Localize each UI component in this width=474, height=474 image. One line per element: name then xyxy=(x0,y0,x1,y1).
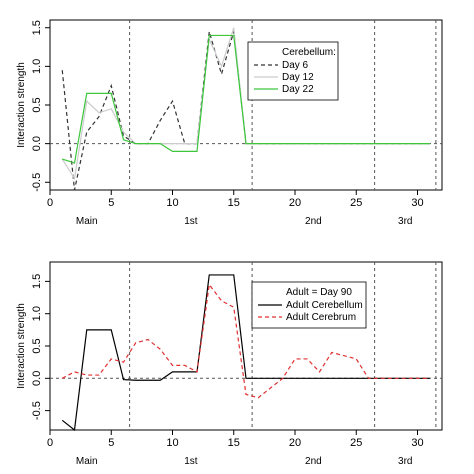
region-label: Main xyxy=(76,216,98,227)
x-tick-label: 25 xyxy=(350,197,362,209)
y-axis-label: Interaction strength xyxy=(16,303,27,389)
region-label: 1st xyxy=(184,456,198,467)
y-axis-label: Interaction strength xyxy=(16,62,27,148)
x-tick-label: 15 xyxy=(228,437,240,449)
legend-entry: Adult Cerebrum xyxy=(286,312,356,323)
region-label: 3rd xyxy=(398,216,412,227)
y-tick-label: 0.5 xyxy=(31,97,43,112)
x-tick-label: 5 xyxy=(108,197,114,209)
legend-title: Cerebellum: xyxy=(282,47,336,58)
x-tick-label: 20 xyxy=(289,197,301,209)
chart-panel-1: 0 5 10 15 20 25 30 Main 1st 2nd 3rd -0.5 0.0 0.5 1.0 1.… xyxy=(16,19,443,227)
legend-entry: Day 6 xyxy=(282,60,309,71)
chart-panel-2: 0 5 10 15 20 25 30 Main 1st 2nd 3rd -0.5 0.0 0.5 1.0 1.… xyxy=(16,261,443,467)
x-tick-label: 0 xyxy=(47,197,53,209)
legend-title: Adult = Day 90 xyxy=(286,287,352,298)
series-line-adult-cerebellum xyxy=(61,274,430,432)
y-tick-label: 1.5 xyxy=(31,274,43,289)
region-label: Main xyxy=(76,456,98,467)
region-label: 1st xyxy=(184,216,198,227)
y-tick-label: 0.5 xyxy=(31,338,43,353)
legend-box xyxy=(247,41,339,101)
y-tick-label: 1.5 xyxy=(31,20,43,35)
x-tick-label: 0 xyxy=(47,437,53,449)
x-tick-label: 30 xyxy=(411,437,423,449)
plot-frame xyxy=(49,19,443,191)
series-line-day-6 xyxy=(61,31,430,191)
y-tick-label: -0.5 xyxy=(31,401,43,420)
region-label: 3rd xyxy=(398,456,412,467)
x-tick-label: 15 xyxy=(228,197,240,209)
y-tick-label: -0.5 xyxy=(31,173,43,192)
x-tick-label: 30 xyxy=(411,197,423,209)
legend-entry: Day 12 xyxy=(282,72,314,83)
plot-frame xyxy=(49,261,443,431)
series-line-adult-cerebrum xyxy=(61,283,430,399)
series-line-day-22 xyxy=(62,34,430,164)
x-tick-label: 20 xyxy=(289,437,301,449)
y-tick-label: 0.0 xyxy=(31,371,43,386)
y-tick-label: 1.0 xyxy=(31,306,43,321)
x-tick-label: 5 xyxy=(108,437,114,449)
x-tick-label: 10 xyxy=(166,197,178,209)
y-tick-label: 1.0 xyxy=(31,59,43,74)
x-tick-label: 10 xyxy=(166,437,178,449)
x-tick-label: 25 xyxy=(350,437,362,449)
legend-entry: Day 22 xyxy=(282,84,314,95)
region-label: 2nd xyxy=(305,456,322,467)
legend-entry: Adult Cerebellum xyxy=(286,300,363,311)
y-tick-label: 0.0 xyxy=(31,136,43,151)
region-label: 2nd xyxy=(305,216,322,227)
